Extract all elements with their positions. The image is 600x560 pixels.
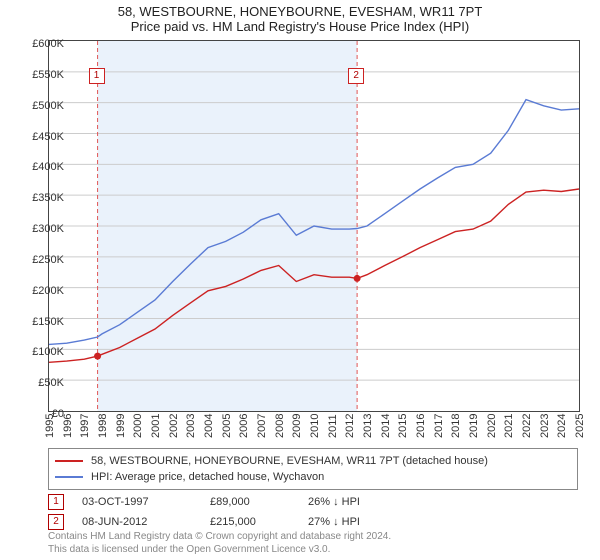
sale-date: 08-JUN-2012 — [82, 516, 192, 528]
x-tick-label: 2020 — [486, 414, 498, 438]
legend-row: 58, WESTBOURNE, HONEYBOURNE, EVESHAM, WR… — [55, 453, 571, 469]
legend-label: HPI: Average price, detached house, Wych… — [91, 471, 324, 483]
sales-table: 1 03-OCT-1997 £89,000 26% ↓ HPI 2 08-JUN-2012… — [48, 492, 578, 532]
y-tick-label: £250K — [22, 254, 64, 266]
chart-plot-area — [48, 40, 580, 412]
y-tick-label: £500K — [22, 100, 64, 112]
y-tick-label: £150K — [22, 316, 64, 328]
chart-container: 58, WESTBOURNE, HONEYBOURNE, EVESHAM, WR… — [0, 0, 600, 560]
x-tick-label: 2011 — [327, 414, 339, 438]
x-tick-label: 2019 — [468, 414, 480, 438]
title-main: 58, WESTBOURNE, HONEYBOURNE, EVESHAM, WR… — [0, 4, 600, 19]
attribution: Contains HM Land Registry data © Crown c… — [48, 531, 578, 556]
y-tick-label: £600K — [22, 38, 64, 50]
legend-row: HPI: Average price, detached house, Wych… — [55, 469, 571, 485]
sale-row: 1 03-OCT-1997 £89,000 26% ↓ HPI — [48, 492, 578, 512]
x-tick-label: 2005 — [221, 414, 233, 438]
y-tick-label: £300K — [22, 223, 64, 235]
x-tick-label: 2001 — [150, 414, 162, 438]
x-tick-label: 2025 — [574, 414, 586, 438]
x-tick-label: 2010 — [309, 414, 321, 438]
x-tick-label: 2014 — [380, 414, 392, 438]
x-tick-label: 2022 — [521, 414, 533, 438]
x-tick-label: 2013 — [362, 414, 374, 438]
x-tick-label: 2012 — [344, 414, 356, 438]
x-tick-label: 2004 — [203, 414, 215, 438]
legend-swatch — [55, 476, 83, 478]
x-tick-label: 1997 — [79, 414, 91, 438]
y-tick-label: £0 — [22, 408, 64, 420]
x-tick-label: 1995 — [44, 414, 56, 438]
sale-row-marker: 1 — [48, 494, 64, 510]
y-tick-label: £100K — [22, 346, 64, 358]
sale-marker-box: 1 — [89, 68, 105, 84]
y-tick-label: £450K — [22, 131, 64, 143]
x-tick-label: 2002 — [168, 414, 180, 438]
x-tick-label: 2000 — [132, 414, 144, 438]
y-tick-label: £400K — [22, 161, 64, 173]
chart-svg — [49, 41, 579, 411]
legend-swatch — [55, 460, 83, 462]
y-tick-label: £50K — [22, 377, 64, 389]
x-tick-label: 2021 — [503, 414, 515, 438]
sale-row: 2 08-JUN-2012 £215,000 27% ↓ HPI — [48, 512, 578, 532]
title-block: 58, WESTBOURNE, HONEYBOURNE, EVESHAM, WR… — [0, 0, 600, 34]
legend-box: 58, WESTBOURNE, HONEYBOURNE, EVESHAM, WR… — [48, 448, 578, 490]
sale-dot — [354, 275, 361, 282]
y-tick-label: £350K — [22, 192, 64, 204]
x-tick-label: 1999 — [115, 414, 127, 438]
sale-price: £215,000 — [210, 516, 290, 528]
x-tick-label: 2003 — [185, 414, 197, 438]
sale-delta: 26% ↓ HPI — [308, 496, 408, 508]
x-tick-label: 2009 — [291, 414, 303, 438]
sale-marker-box: 2 — [348, 68, 364, 84]
x-tick-label: 2024 — [556, 414, 568, 438]
x-tick-label: 2018 — [450, 414, 462, 438]
x-tick-label: 1996 — [62, 414, 74, 438]
sale-delta: 27% ↓ HPI — [308, 516, 408, 528]
x-tick-label: 2015 — [397, 414, 409, 438]
x-tick-label: 2006 — [238, 414, 250, 438]
x-tick-label: 1998 — [97, 414, 109, 438]
legend-label: 58, WESTBOURNE, HONEYBOURNE, EVESHAM, WR… — [91, 455, 488, 467]
y-tick-label: £550K — [22, 69, 64, 81]
sale-dot — [94, 353, 101, 360]
y-tick-label: £200K — [22, 285, 64, 297]
sale-date: 03-OCT-1997 — [82, 496, 192, 508]
x-tick-label: 2008 — [274, 414, 286, 438]
x-tick-label: 2017 — [433, 414, 445, 438]
title-sub: Price paid vs. HM Land Registry's House … — [0, 19, 600, 34]
sale-price: £89,000 — [210, 496, 290, 508]
attribution-line1: Contains HM Land Registry data © Crown c… — [48, 531, 578, 544]
x-tick-label: 2016 — [415, 414, 427, 438]
sale-row-marker: 2 — [48, 514, 64, 530]
x-tick-label: 2007 — [256, 414, 268, 438]
attribution-line2: This data is licensed under the Open Gov… — [48, 544, 578, 557]
x-tick-label: 2023 — [539, 414, 551, 438]
